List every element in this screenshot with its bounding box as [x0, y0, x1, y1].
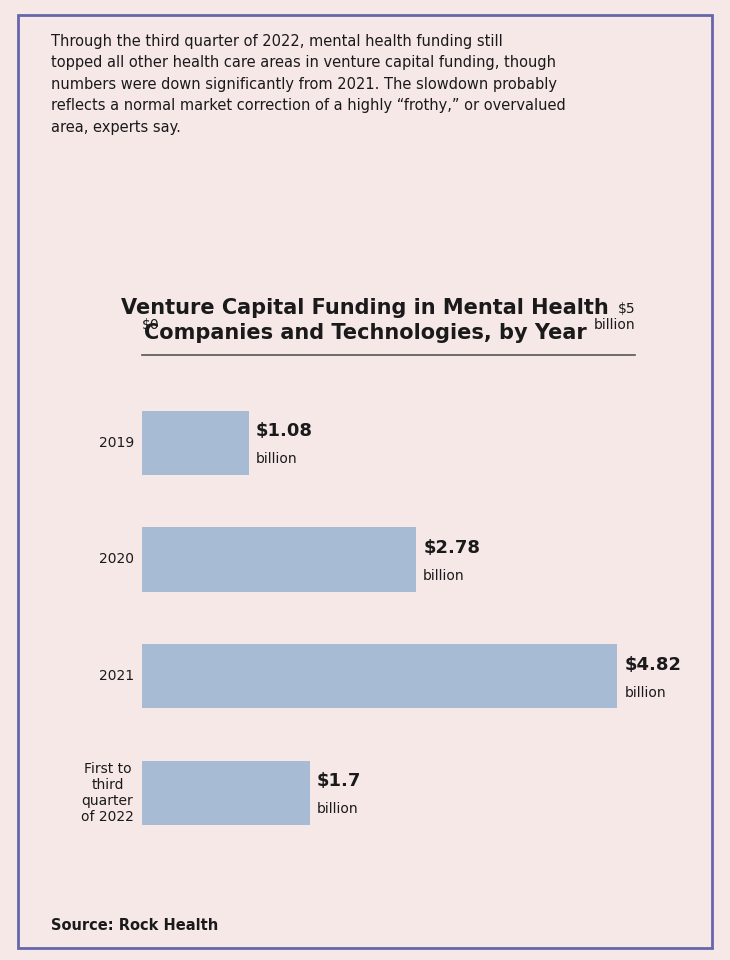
Text: $1.7: $1.7	[317, 772, 361, 790]
Text: $4.82: $4.82	[624, 656, 681, 674]
Text: Venture Capital Funding in Mental Health
Companies and Technologies, by Year: Venture Capital Funding in Mental Health…	[121, 298, 609, 344]
Text: Source: Rock Health: Source: Rock Health	[51, 918, 218, 933]
Text: $0: $0	[142, 318, 160, 332]
Text: $2.78: $2.78	[423, 539, 480, 557]
Bar	[142, 527, 416, 591]
Text: billion: billion	[624, 685, 666, 700]
Text: $5
billion: $5 billion	[593, 301, 635, 332]
Bar	[142, 411, 249, 475]
Text: billion: billion	[317, 803, 358, 816]
Text: $1.08: $1.08	[255, 422, 312, 440]
Text: billion: billion	[423, 569, 465, 583]
Text: billion: billion	[255, 452, 297, 467]
Bar	[142, 761, 310, 825]
Bar	[142, 644, 618, 708]
Text: Through the third quarter of 2022, mental health funding still
topped all other : Through the third quarter of 2022, menta…	[51, 34, 566, 135]
